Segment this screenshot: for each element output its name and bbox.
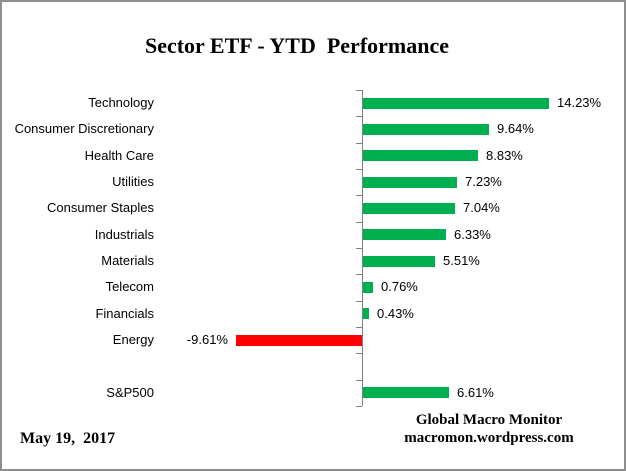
value-label: 7.23% <box>465 174 502 189</box>
value-label: 7.04% <box>463 200 500 215</box>
bar-positive <box>363 308 369 319</box>
category-axis-line <box>362 90 363 406</box>
bar-positive <box>363 150 478 161</box>
category-label: Financials <box>95 306 154 321</box>
value-label: 6.33% <box>454 227 491 242</box>
axis-tick <box>356 327 362 328</box>
category-label: Industrials <box>94 227 154 242</box>
category-label: Consumer Staples <box>47 200 154 215</box>
value-label: 0.43% <box>377 306 414 321</box>
category-label: Materials <box>101 253 154 268</box>
axis-tick <box>356 90 362 91</box>
value-label: 14.23% <box>557 95 602 110</box>
attribution-url: macromon.wordpress.com <box>404 430 574 446</box>
category-label: Utilities <box>112 174 154 189</box>
bar-positive <box>363 229 446 240</box>
axis-tick <box>356 195 362 196</box>
axis-tick <box>356 406 362 407</box>
chart-title: Sector ETF - YTD Performance <box>144 33 450 58</box>
category-label: Consumer Discretionary <box>14 121 154 136</box>
value-label: 6.61% <box>457 385 494 400</box>
axis-tick <box>356 222 362 223</box>
bar-positive <box>363 124 489 135</box>
axis-tick <box>356 301 362 302</box>
value-label: 8.83% <box>486 148 523 163</box>
bar-positive <box>363 256 435 267</box>
axis-tick <box>356 380 362 381</box>
bar-positive <box>363 177 457 188</box>
axis-tick <box>356 169 362 170</box>
category-label: S&P500 <box>106 385 154 400</box>
axis-tick <box>356 143 362 144</box>
bar-positive <box>363 282 373 293</box>
bar-negative <box>236 335 362 346</box>
axis-tick <box>356 248 362 249</box>
axis-tick <box>356 353 362 354</box>
value-label: -9.61% <box>186 332 228 347</box>
date-label: May 19, 2017 <box>20 430 116 447</box>
category-label: Technology <box>88 95 154 110</box>
category-label: Energy <box>112 332 154 347</box>
value-label: 9.64% <box>497 121 534 136</box>
axis-tick <box>356 116 362 117</box>
value-label: 5.51% <box>443 253 480 268</box>
attribution-source: Global Macro Monitor <box>415 412 563 428</box>
attribution-block: Global Macro Monitor macromon.wordpress.… <box>389 411 589 447</box>
value-label: 0.76% <box>381 279 418 294</box>
category-label: Telecom <box>105 279 154 294</box>
bar-positive <box>363 98 549 109</box>
axis-tick <box>356 274 362 275</box>
bar-positive <box>363 387 449 398</box>
bar-positive <box>363 203 455 214</box>
category-label: Health Care <box>84 148 154 163</box>
